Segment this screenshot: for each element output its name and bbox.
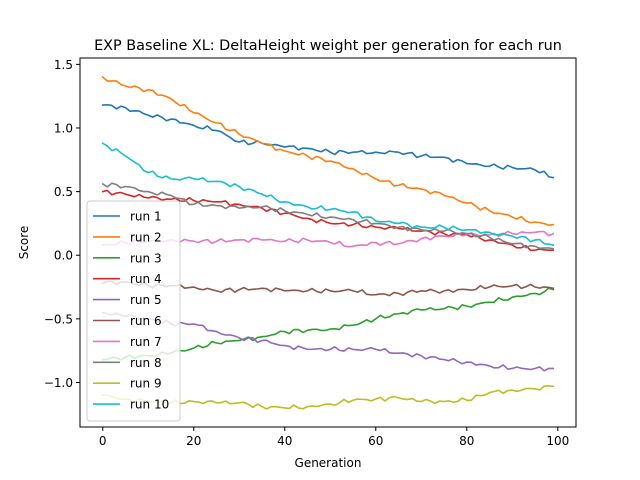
legend: run 1 run 2 run 3 run 4 run 5 run 6 run 7 run 8… xyxy=(86,200,181,422)
series-line-run-2 xyxy=(101,75,555,226)
x-axis: 0 20 40 60 80 100 xyxy=(99,427,569,448)
legend-label: run 3 xyxy=(130,251,162,265)
x-tick-label: 100 xyxy=(546,434,569,448)
legend-label: run 6 xyxy=(130,314,162,328)
x-tick-label: 80 xyxy=(459,434,474,448)
legend-label: run 10 xyxy=(130,398,169,412)
legend-label: run 9 xyxy=(130,377,162,391)
legend-items: run 1 run 2 run 3 run 4 run 5 run 6 run 7 run 8… xyxy=(93,210,169,412)
axes-frame xyxy=(79,57,577,428)
y-tick-label: −1.0 xyxy=(44,376,73,390)
legend-label: run 7 xyxy=(130,335,162,349)
legend-label: run 4 xyxy=(130,272,162,286)
series-line-run-1 xyxy=(101,103,555,179)
legend-label: run 1 xyxy=(130,210,162,224)
series-line-run-10 xyxy=(101,142,555,246)
legend-label: run 2 xyxy=(130,230,162,244)
y-axis-label: Score xyxy=(17,226,31,260)
y-tick-label: 1.0 xyxy=(54,121,73,135)
y-tick-label: 0.5 xyxy=(54,185,73,199)
x-tick-label: 20 xyxy=(186,434,201,448)
y-axis: −1.0 −0.5 0.0 0.5 1.0 1.5 xyxy=(44,58,80,390)
x-tick-label: 0 xyxy=(99,434,107,448)
x-tick-label: 60 xyxy=(368,434,383,448)
y-tick-label: 0.0 xyxy=(54,249,73,263)
x-tick-label: 40 xyxy=(277,434,292,448)
chart-title: EXP Baseline XL: DeltaHeight weight per … xyxy=(94,38,562,54)
legend-label: run 8 xyxy=(130,356,162,370)
legend-box xyxy=(86,200,181,422)
series-line-run-8 xyxy=(101,182,555,250)
y-tick-label: −0.5 xyxy=(44,312,73,326)
legend-label: run 5 xyxy=(130,293,162,307)
x-axis-label: Generation xyxy=(295,456,362,470)
y-tick-label: 1.5 xyxy=(54,58,73,72)
